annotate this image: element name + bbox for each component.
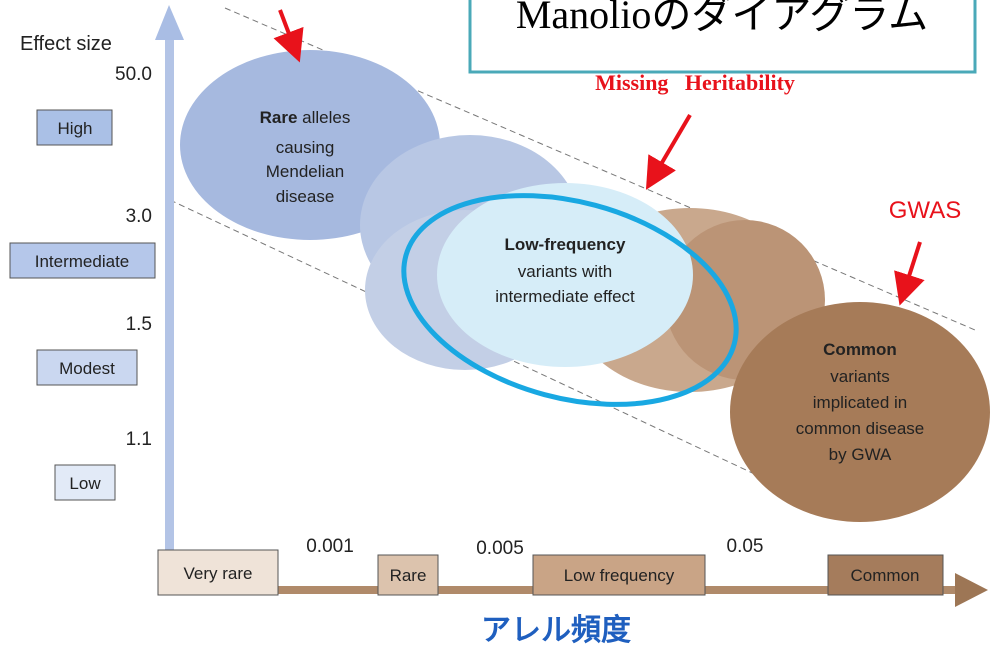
bubble-text: variants <box>830 367 890 386</box>
bubble <box>730 302 990 522</box>
tick: 0.001 <box>306 536 354 557</box>
level-box <box>157 549 279 596</box>
axis-label: Effect size <box>20 33 112 55</box>
level-box <box>54 464 116 501</box>
tick: 1.1 <box>126 429 152 450</box>
x-arrow <box>955 573 988 607</box>
level-label: Rare <box>390 566 427 585</box>
level-box <box>9 242 156 279</box>
arrow <box>894 241 925 306</box>
level-label: Modest <box>59 359 115 378</box>
highlight-ring <box>401 193 739 407</box>
annotation: GWAS <box>889 197 961 224</box>
level-box <box>36 349 138 386</box>
bubble <box>437 183 693 367</box>
level-label: Very rare <box>184 564 253 583</box>
tick: 0.05 <box>727 536 764 557</box>
title-box <box>468 0 977 74</box>
dashed-bound <box>224 7 976 331</box>
arrow <box>645 113 692 190</box>
bubble-text: causing <box>276 138 335 157</box>
level-label: High <box>58 119 93 138</box>
level-box <box>36 109 113 146</box>
bubble-text: common disease <box>796 419 925 438</box>
tick: 3.0 <box>126 206 152 227</box>
title: Manolioのダイアグラム <box>516 0 928 37</box>
tick: 1.5 <box>126 314 152 335</box>
bubble-text: Low-frequency <box>505 235 626 254</box>
bubble-text: by GWA <box>829 445 892 464</box>
level-box <box>377 554 439 596</box>
bubble-text: Rare alleles <box>260 108 351 127</box>
level-box <box>827 554 944 596</box>
level-label: Low frequency <box>564 566 675 585</box>
level-box <box>532 554 706 596</box>
level-label: Low <box>69 474 101 493</box>
y-axis <box>165 35 174 595</box>
bubble-text: variants with <box>518 262 612 281</box>
tick: 50.0 <box>115 64 152 85</box>
bubble-text: Common <box>823 340 897 359</box>
level-label: Intermediate <box>35 252 130 271</box>
level-label: Common <box>851 566 920 585</box>
axis-label: アレル頻度 <box>481 614 631 647</box>
bubble-text: implicated in <box>813 393 908 412</box>
tick: 0.005 <box>476 538 524 559</box>
annotation: Missing Heritability <box>595 70 795 95</box>
bubble-text: Mendelian <box>266 162 344 181</box>
bubble-text: intermediate effect <box>495 287 635 306</box>
bubble-text: disease <box>276 187 335 206</box>
y-arrow <box>155 5 184 40</box>
arrow <box>273 9 304 63</box>
